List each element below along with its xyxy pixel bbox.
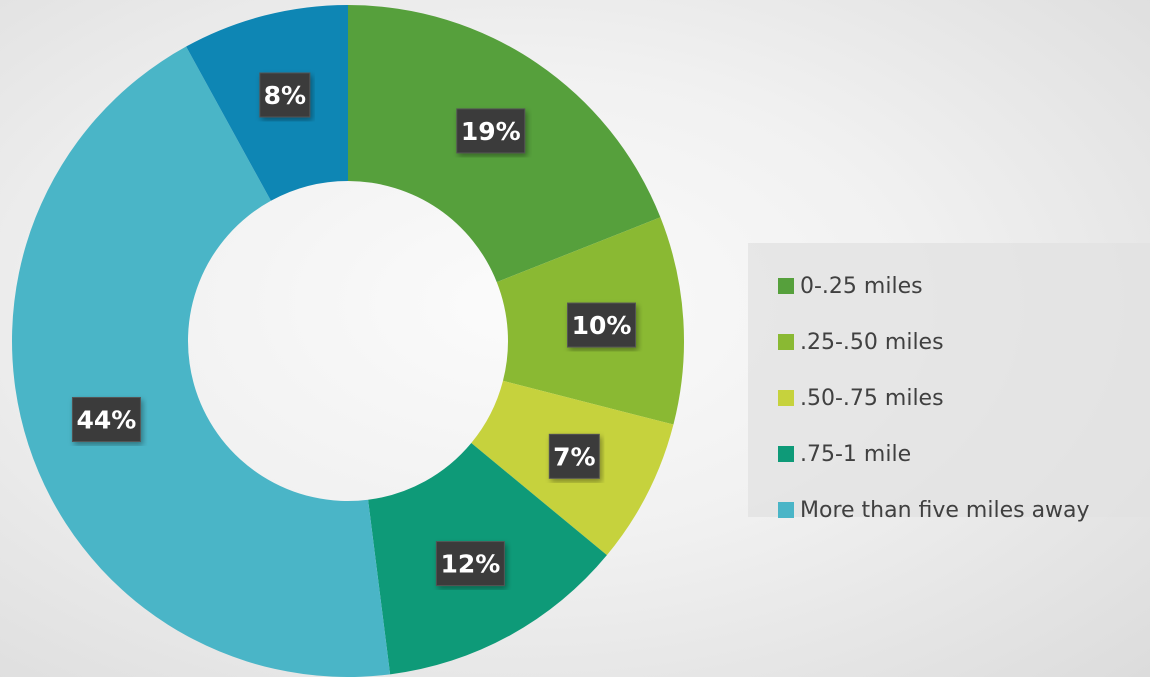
data-label-text-0: 19% bbox=[461, 117, 521, 146]
legend-label: 0-.25 miles bbox=[800, 273, 923, 299]
legend-label: .50-.75 miles bbox=[800, 385, 944, 411]
data-label-3: 12% bbox=[435, 541, 505, 587]
data-label-box-1 bbox=[566, 302, 636, 348]
data-label-1: 10% bbox=[566, 302, 636, 348]
data-label-box-3 bbox=[435, 541, 505, 587]
data-label-5: 8% bbox=[259, 72, 311, 118]
legend-swatch bbox=[778, 278, 794, 294]
legend-item: 0-.25 miles bbox=[778, 258, 1150, 314]
data-label-4: 44% bbox=[71, 396, 141, 442]
legend-item: .75-1 mile bbox=[778, 426, 1150, 482]
data-label-text-5: 8% bbox=[264, 81, 306, 110]
legend-swatch bbox=[778, 334, 794, 350]
legend-item: More than five miles away bbox=[778, 482, 1150, 538]
doughnut-chart: 19% 10% 7% 12% 44% 8% bbox=[11, 5, 685, 677]
data-label-text-3: 12% bbox=[440, 550, 500, 579]
data-label-0: 19% bbox=[456, 108, 526, 154]
slice-4 bbox=[11, 46, 391, 677]
data-labels: 19% 10% 7% 12% 44% 8% bbox=[71, 72, 636, 587]
legend: 0-.25 miles .25-.50 miles .50-.75 miles .75… bbox=[748, 243, 1150, 523]
data-label-box-0 bbox=[456, 108, 526, 154]
data-label-2: 7% bbox=[548, 433, 600, 479]
data-label-text-1: 10% bbox=[572, 311, 632, 340]
legend-item: .25-.50 miles bbox=[778, 314, 1150, 370]
data-label-text-4: 44% bbox=[77, 405, 137, 434]
legend-label: More than five miles away bbox=[800, 497, 1090, 523]
legend-swatch bbox=[778, 502, 794, 518]
data-label-box-4 bbox=[71, 396, 141, 442]
legend-label: .75-1 mile bbox=[800, 441, 912, 467]
legend-swatch bbox=[778, 446, 794, 462]
data-label-box-5 bbox=[259, 72, 311, 118]
legend-swatch bbox=[778, 390, 794, 406]
legend-label: .25-.50 miles bbox=[800, 329, 944, 355]
legend-item: .50-.75 miles bbox=[778, 370, 1150, 426]
data-label-text-2: 7% bbox=[553, 442, 595, 471]
data-label-box-2 bbox=[548, 433, 600, 479]
